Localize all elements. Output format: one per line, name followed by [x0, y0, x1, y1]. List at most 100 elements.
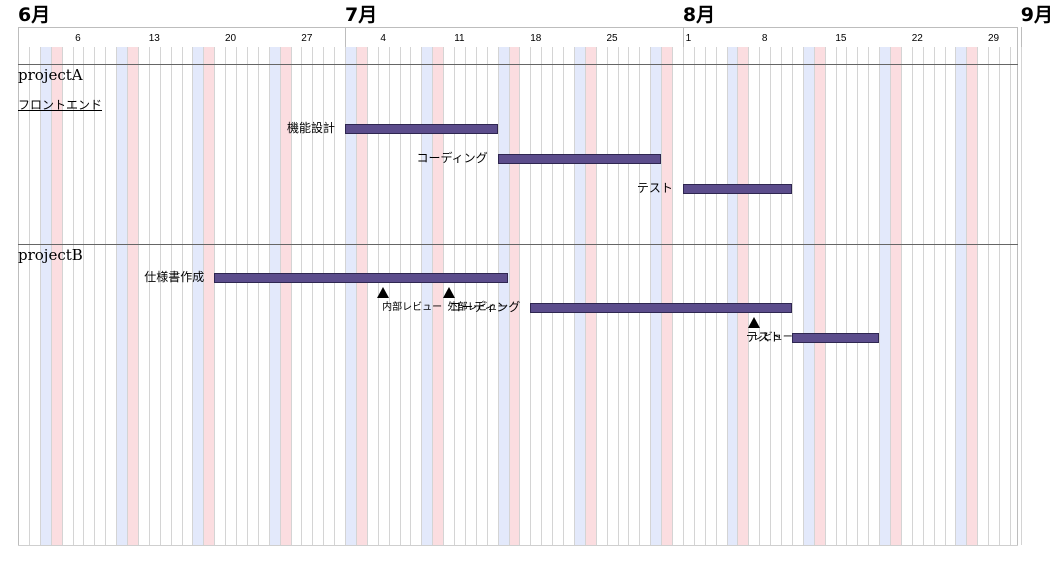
day-gridline	[585, 47, 586, 545]
day-gridline	[955, 47, 956, 545]
sunday-column	[203, 47, 215, 545]
day-gridline	[628, 47, 629, 545]
day-gridline	[716, 47, 717, 545]
month-divider	[1021, 27, 1022, 47]
day-gridline	[465, 47, 466, 545]
day-gridline	[541, 47, 542, 545]
week-tick-label: 8	[761, 33, 768, 44]
day-gridline	[803, 47, 804, 545]
project-separator	[18, 244, 1018, 245]
day-gridline	[530, 47, 531, 545]
sunday-column	[50, 47, 62, 545]
milestone-marker[interactable]	[747, 317, 760, 328]
task-bar[interactable]	[682, 184, 792, 194]
day-gridline	[814, 47, 815, 545]
saturday-column	[421, 47, 433, 545]
day-gridline	[498, 47, 499, 545]
task-label: テスト	[636, 181, 673, 195]
task-bar[interactable]	[214, 273, 509, 283]
task-bar[interactable]	[497, 154, 662, 164]
day-gridline	[770, 47, 771, 545]
day-gridline	[149, 47, 150, 545]
day-gridline	[171, 47, 172, 545]
month-divider	[345, 27, 346, 47]
task-label: テスト	[745, 330, 782, 344]
sunday-column	[890, 47, 901, 545]
saturday-column	[955, 47, 967, 545]
saturday-column	[650, 47, 662, 545]
week-tick-label: 22	[911, 33, 923, 44]
day-gridline	[857, 47, 858, 545]
day-gridline	[748, 47, 749, 545]
day-gridline	[650, 47, 651, 545]
day-gridline	[73, 47, 74, 545]
bottom-rule	[18, 545, 1018, 546]
day-gridline	[825, 47, 826, 545]
sunday-column	[737, 47, 749, 545]
sunday-column	[813, 47, 825, 545]
day-gridline	[421, 47, 422, 545]
sunday-column	[432, 47, 444, 545]
saturday-column	[345, 47, 356, 545]
day-gridline	[487, 47, 488, 545]
day-gridline	[83, 47, 84, 545]
day-gridline	[705, 47, 706, 545]
week-tick-label: 25	[606, 33, 618, 44]
day-gridline	[901, 47, 902, 545]
day-gridline	[552, 47, 553, 545]
day-gridline	[759, 47, 760, 545]
month-label: 7月	[345, 4, 378, 26]
week-tick-label: 29	[987, 33, 1000, 44]
saturday-column	[497, 47, 509, 545]
task-label: コーディング	[416, 151, 488, 165]
day-gridline	[519, 47, 520, 545]
task-bar[interactable]	[530, 303, 792, 313]
saturday-column	[39, 47, 51, 545]
day-gridline	[334, 47, 335, 545]
task-label: コーディング	[449, 300, 521, 314]
day-gridline	[138, 47, 139, 545]
day-gridline	[1010, 47, 1011, 545]
day-gridline	[890, 47, 891, 545]
day-gridline	[966, 47, 967, 545]
day-gridline	[312, 47, 313, 545]
day-gridline	[868, 47, 869, 545]
day-gridline	[879, 47, 880, 545]
right-border	[1017, 27, 1018, 545]
day-gridline	[694, 47, 695, 545]
day-gridline	[639, 47, 640, 545]
week-tick-label: 15	[835, 33, 847, 44]
saturday-column	[726, 47, 738, 545]
week-tick-label: 13	[148, 33, 160, 44]
day-gridline	[607, 47, 608, 545]
day-gridline	[367, 47, 368, 545]
day-gridline	[127, 47, 128, 545]
month-label: 6月	[18, 4, 51, 26]
task-label: 仕様書作成	[144, 270, 205, 284]
project-name: projectA	[18, 66, 83, 84]
task-bar[interactable]	[791, 333, 880, 343]
milestone-marker[interactable]	[377, 287, 390, 298]
milestone-label: レビュー	[752, 332, 793, 343]
day-gridline	[509, 47, 510, 545]
day-gridline	[389, 47, 390, 545]
day-gridline	[280, 47, 281, 545]
day-gridline	[51, 47, 52, 545]
saturday-column	[268, 47, 280, 545]
day-gridline	[291, 47, 292, 545]
day-gridline	[192, 47, 193, 545]
task-bar[interactable]	[345, 124, 498, 134]
day-gridline	[105, 47, 106, 545]
group-name[interactable]: フロントエンド	[18, 98, 103, 112]
milestone-label: 内部レビュー	[382, 302, 443, 313]
day-gridline	[160, 47, 161, 545]
day-gridline	[596, 47, 597, 545]
day-gridline	[781, 47, 782, 545]
day-gridline	[62, 47, 63, 545]
day-gridline	[977, 47, 978, 545]
day-gridline	[323, 47, 324, 545]
day-gridline	[182, 47, 183, 545]
milestone-marker[interactable]	[442, 287, 455, 298]
sunday-column	[279, 47, 291, 545]
day-gridline	[40, 47, 41, 545]
